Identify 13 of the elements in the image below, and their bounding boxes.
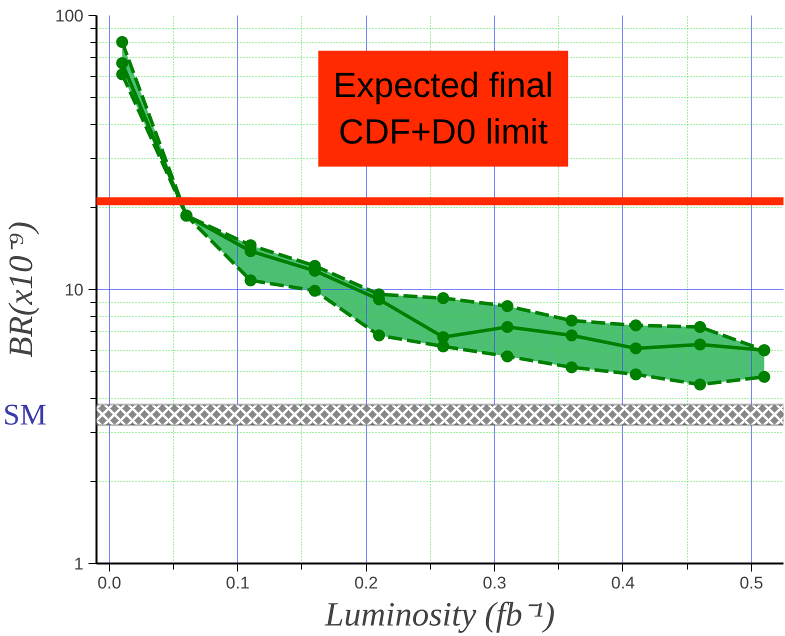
x-tick-label: 0.0: [98, 574, 122, 592]
x-tick-label: 0.2: [354, 574, 378, 592]
x-tick-label: 0.3: [482, 574, 506, 592]
band-label: SM: [3, 398, 46, 432]
x-tick-label: 0.4: [611, 574, 635, 592]
y-tick-label: 1: [74, 554, 84, 574]
y-tick-label: 100: [55, 6, 84, 26]
x-tick-label: 0.1: [226, 574, 250, 592]
x-axis-title: Luminosity (fb⁻¹): [324, 596, 555, 634]
y-tick-label: 10: [64, 280, 84, 300]
x-tick-label: 0.5: [740, 574, 764, 592]
ref-line-label: Expected final CDF+D0 limit: [333, 66, 554, 152]
y-axis-title: BR(x10⁻⁹): [3, 221, 40, 358]
